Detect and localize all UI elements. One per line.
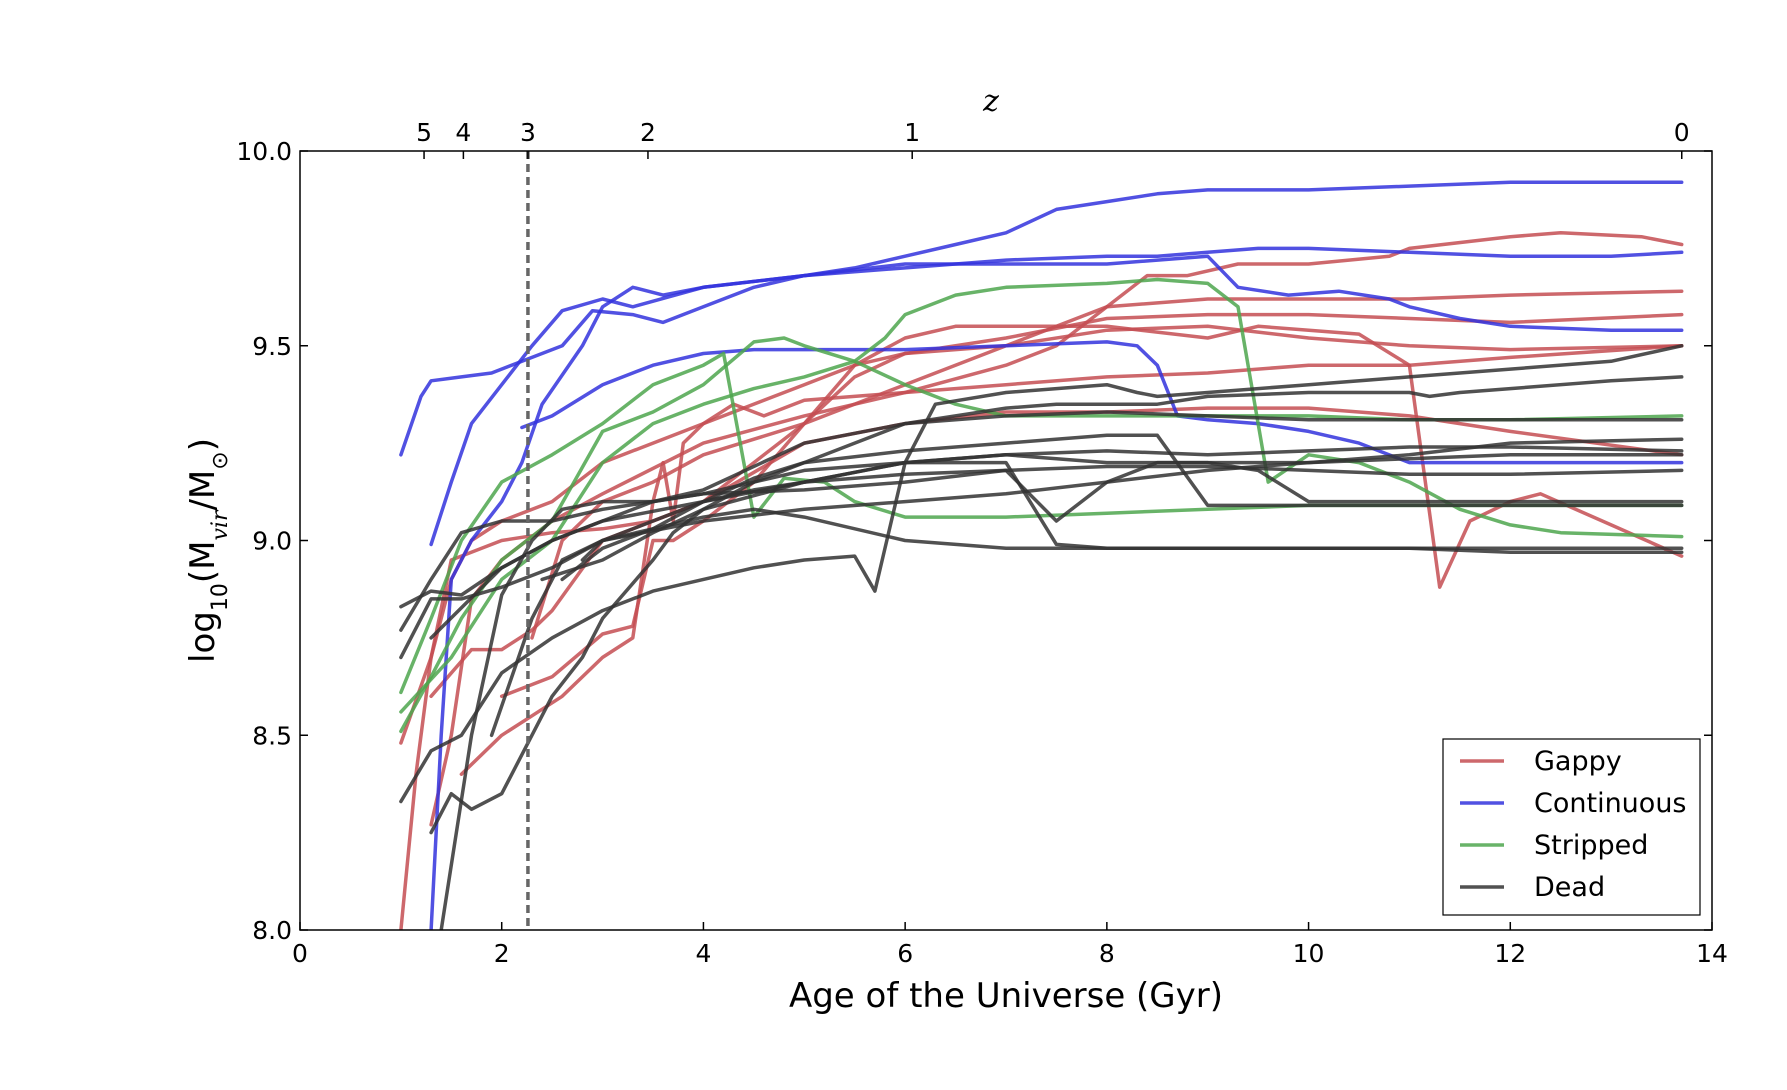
legend-label-stripped: Stripped [1534,830,1648,861]
x-tick-label: 10 [1293,939,1325,968]
y-label-mass: (M [183,541,223,584]
series-continuous-line-2 [429,254,1684,547]
y-tick-label: 9.0 [252,527,292,556]
y-label-sub-10: 10 [208,583,233,611]
x-tick-label: 0 [292,939,308,968]
y-label-slash-m: /M [183,470,223,511]
series-stripped-line-3 [399,277,1684,714]
z-tick-label: 1 [904,118,920,147]
z-tick-label: 2 [640,118,656,147]
axis-ticks: 0 2 4 6 8 10 12 148.08.59.09.510.05 4 3 2 1 0 [236,118,1728,968]
x-tick-label: 14 [1696,939,1728,968]
x-tick-label: 8 [1099,939,1115,968]
series-gappy-line-4 [429,324,1684,699]
x-tick-label: 12 [1494,939,1526,968]
series-dead-line-10 [580,460,1684,562]
y-label-close: ) [183,438,223,451]
series-continuous-line-4 [520,340,1684,465]
data-lines [399,180,1684,930]
series-continuous-line-3 [429,246,1684,930]
legend-label-gappy: Gappy [1534,746,1622,777]
x-tick-label: 2 [494,939,510,968]
y-tick-label: 9.5 [252,332,292,361]
series-gappy-line-6 [499,312,1684,699]
legend: Gappy Continuous Stripped Dead [1442,738,1701,916]
y-label-sub-vir: vir [208,509,233,540]
z-tick-label: 0 [1674,118,1690,147]
y-tick-label: 10.0 [236,137,292,166]
y-axis-label: log10(Mvir/M⊙) [183,438,233,663]
legend-items: Gappy Continuous Stripped Dead [1460,746,1687,903]
y-tick-label: 8.0 [252,916,292,945]
series-dead-line-2 [399,445,1684,632]
series-dead-line-3 [399,437,1684,660]
x-tick-label: 6 [897,939,913,968]
y-tick-label: 8.5 [252,721,292,750]
x-axis-label: Age of the Universe (Gyr) [789,976,1223,1016]
series-dead-line-4 [399,344,1684,804]
legend-label-continuous: Continuous [1534,788,1687,819]
y-label-sub-sun: ⊙ [208,451,233,469]
z-tick-label: 3 [520,118,536,147]
legend-label-dead: Dead [1534,872,1605,903]
z-tick-label: 4 [455,118,471,147]
series-stripped-line-2 [399,336,1684,734]
series-dead-line-9 [540,460,1684,582]
series-dead-line-7 [489,507,1684,738]
series-dead-line-11 [429,410,1684,640]
series-dead-line-8 [560,433,1684,582]
redshift-axis-label: z [982,84,999,119]
y-label-log: log [183,611,223,663]
x-tick-label: 4 [695,939,711,968]
z-tick-label: 5 [416,118,432,147]
